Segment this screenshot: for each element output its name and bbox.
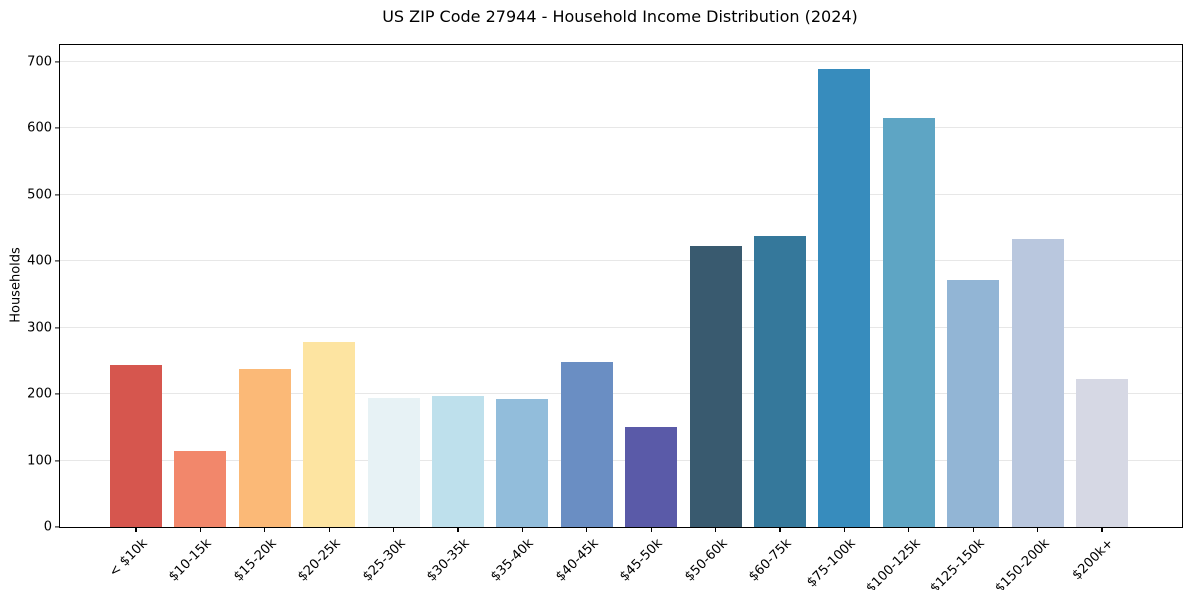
y-tick-mark-400: [55, 260, 59, 262]
x-tick-mark-$125-150k: [972, 528, 974, 532]
y-tick-label-100: 100: [27, 453, 52, 469]
bar-$150-200k: [1011, 239, 1064, 527]
y-tick-label-0: 0: [43, 519, 52, 535]
x-tick-mark-$200k+: [1101, 528, 1103, 532]
x-tick-mark-$50-60k: [715, 528, 717, 532]
y-tick-mark-600: [55, 127, 59, 129]
x-tick-mark-$60-75k: [779, 528, 781, 532]
x-tick-mark-$15-20k: [264, 528, 266, 532]
bar-$100-125k: [882, 118, 935, 527]
chart-title: US ZIP Code 27944 - Household Income Dis…: [382, 7, 858, 26]
gridline-100: [60, 459, 1182, 461]
bar-$25-30k: [367, 398, 420, 527]
plot-area: 0 100 200 300 400 500 600 700 < $10k $10-15k $15-2…: [27, 44, 1183, 590]
bar-$60-75k: [754, 236, 806, 527]
y-tick-mark-500: [55, 193, 59, 196]
x-tick-label-< $10k: < $10k: [106, 536, 151, 581]
bar-$35-40k: [496, 399, 549, 527]
bar-$40-45k: [560, 362, 613, 527]
y-tick-label-500: 500: [27, 187, 52, 203]
gridline-200: [60, 393, 1182, 395]
y-tick-mark-0: [55, 526, 59, 528]
x-tick-mark-$35-40k: [521, 528, 523, 532]
bar-$75-100k: [818, 68, 871, 527]
y-tick-mark-700: [55, 61, 59, 63]
y-tick-label-600: 600: [27, 120, 52, 136]
bar-$15-20k: [238, 369, 291, 527]
gridline-600: [60, 127, 1182, 129]
bar-$30-35k: [432, 396, 484, 527]
y-tick-mark-100: [55, 459, 59, 462]
bar-$200k+: [1076, 379, 1128, 527]
bar-$125-150k: [947, 280, 1000, 527]
x-tick-mark-$100-125k: [908, 528, 910, 532]
x-tick-mark-$20-25k: [328, 528, 330, 532]
bar-< $10k: [110, 365, 162, 527]
bar-$10-15k: [174, 450, 227, 527]
y-tick-mark-300: [55, 326, 59, 329]
gridline-400: [60, 260, 1182, 262]
y-axis-label: Households: [8, 247, 24, 323]
x-tick-mark-$10-15k: [199, 528, 201, 532]
y-tick-mark-200: [55, 393, 59, 395]
x-tick-mark-$40-45k: [586, 528, 588, 532]
x-tick-mark-$25-30k: [393, 528, 395, 532]
bar-$20-25k: [303, 342, 356, 527]
x-tick-mark-$30-35k: [457, 528, 459, 532]
gridline-300: [60, 326, 1182, 328]
y-tick-label-200: 200: [27, 386, 52, 402]
y-tick-label-700: 700: [27, 54, 52, 70]
y-tick-label-400: 400: [27, 253, 52, 269]
gridline-700: [60, 60, 1182, 62]
x-tick-mark-$75-100k: [843, 528, 845, 532]
gridline-500: [60, 193, 1182, 195]
x-tick-mark-$150-200k: [1037, 528, 1039, 532]
bar-$50-60k: [689, 246, 742, 527]
bar-$45-50k: [625, 427, 678, 527]
x-tick-mark-$45-50k: [650, 528, 652, 532]
y-tick-label-300: 300: [27, 320, 52, 336]
x-tick-mark-< $10k: [135, 528, 137, 532]
